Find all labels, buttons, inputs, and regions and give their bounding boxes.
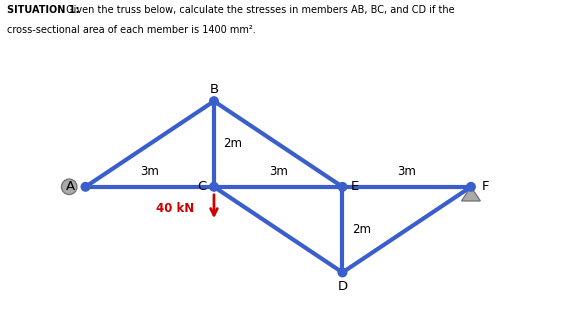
Circle shape	[81, 183, 90, 191]
Text: 3m: 3m	[397, 165, 416, 178]
Text: 2m: 2m	[352, 223, 371, 236]
Text: Given the truss below, calculate the stresses in members AB, BC, and CD if the: Given the truss below, calculate the str…	[63, 5, 455, 15]
Text: 3m: 3m	[269, 165, 288, 178]
Text: C: C	[197, 180, 207, 193]
Text: E: E	[351, 180, 359, 193]
Circle shape	[210, 183, 218, 191]
Text: 3m: 3m	[140, 165, 159, 178]
Text: 2m: 2m	[223, 137, 242, 151]
Circle shape	[338, 183, 347, 191]
Text: F: F	[482, 180, 490, 193]
Text: 40 kN: 40 kN	[157, 202, 195, 215]
Text: cross-sectional area of each member is 1400 mm².: cross-sectional area of each member is 1…	[7, 25, 255, 35]
Text: D: D	[337, 280, 347, 293]
Polygon shape	[462, 187, 480, 201]
Circle shape	[62, 179, 77, 194]
Text: SITUATION 1:: SITUATION 1:	[7, 5, 79, 15]
Text: B: B	[210, 83, 219, 96]
Circle shape	[467, 183, 475, 191]
Circle shape	[210, 97, 218, 105]
Circle shape	[338, 268, 347, 277]
Text: A: A	[66, 180, 75, 193]
